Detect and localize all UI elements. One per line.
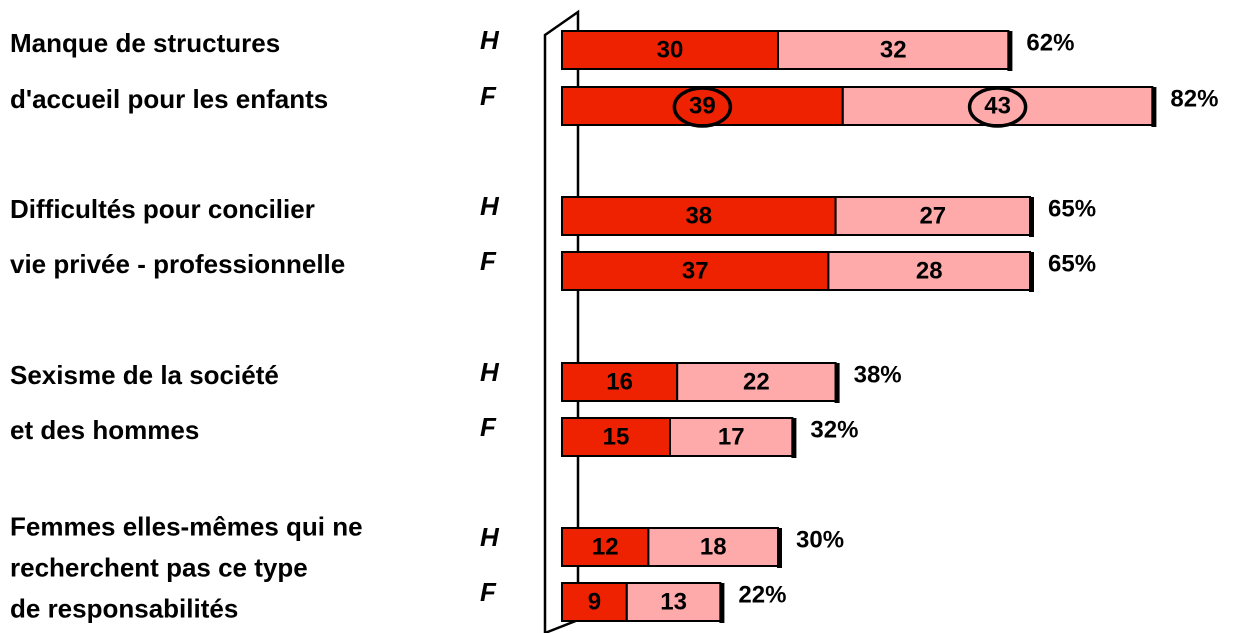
bar-shadow [1007,31,1013,71]
bar-shadow [791,418,797,458]
group-label: recherchent pas ce type [10,552,308,582]
group-label: et des hommes [10,415,199,445]
total-label: 82% [1170,85,1218,112]
bar-segment [647,527,780,567]
bar-value-label: 22 [743,368,770,395]
bar-value-label: 9 [588,588,601,615]
group-label: d'accueil pour les enfants [10,84,328,114]
bar-value-label: 43 [984,92,1011,119]
bar-segment [669,417,794,457]
bar-value-label: 18 [700,533,727,560]
group-label: Difficultés pour concilier [10,194,315,224]
total-label: 32% [810,416,858,443]
row-label: H [480,357,500,387]
bar-value-label: 39 [689,92,716,119]
highlight-circle [967,86,1028,128]
total-label: 62% [1026,29,1074,56]
bar-value-label: 13 [660,588,687,615]
bar-shadow [719,583,725,623]
group-label: Manque de structures [10,28,280,58]
highlight-circle [672,86,733,128]
total-label: 65% [1048,195,1096,222]
bar-value-label: 32 [880,36,907,63]
bar-segment [561,582,628,622]
bar-segment [777,30,1010,70]
bar-value-label: 30 [657,36,684,63]
bar-shadow [834,363,840,403]
row-label: F [480,81,497,111]
bar-value-label: 15 [603,423,630,450]
bar-shadow [1151,87,1157,127]
bar-shadow [777,528,782,568]
bar-segment [561,251,830,291]
total-label: 65% [1048,250,1096,277]
total-label: 22% [738,581,786,608]
bar-value-label: 38 [685,202,712,229]
row-label: F [480,246,497,276]
row-label: H [480,522,500,552]
bar-value-label: 16 [606,368,633,395]
row-label: H [480,191,500,221]
bar-segment [827,251,1032,291]
bar-segment [561,527,650,567]
bar-value-label: 12 [592,533,619,560]
row-label: F [480,577,497,607]
bar-shadow [1029,197,1034,237]
bar-segment [676,362,837,402]
row-label: F [480,412,497,442]
total-label: 38% [854,361,902,388]
bar-value-label: 17 [718,423,745,450]
group-label: vie privée - professionnelle [10,249,345,279]
total-label: 30% [796,526,844,553]
bar-value-label: 27 [919,202,946,229]
bar-value-label: 28 [916,257,943,284]
bar-segment [561,362,679,402]
group-label: Sexisme de la société [10,360,279,390]
row-label: H [480,25,500,55]
bar-segment [625,582,722,622]
group-label: de responsabilités [10,593,238,623]
bar-value-label: 37 [682,257,709,284]
bar-shadow [1029,252,1034,292]
group-label: Femmes elles-mêmes qui ne [10,511,363,541]
